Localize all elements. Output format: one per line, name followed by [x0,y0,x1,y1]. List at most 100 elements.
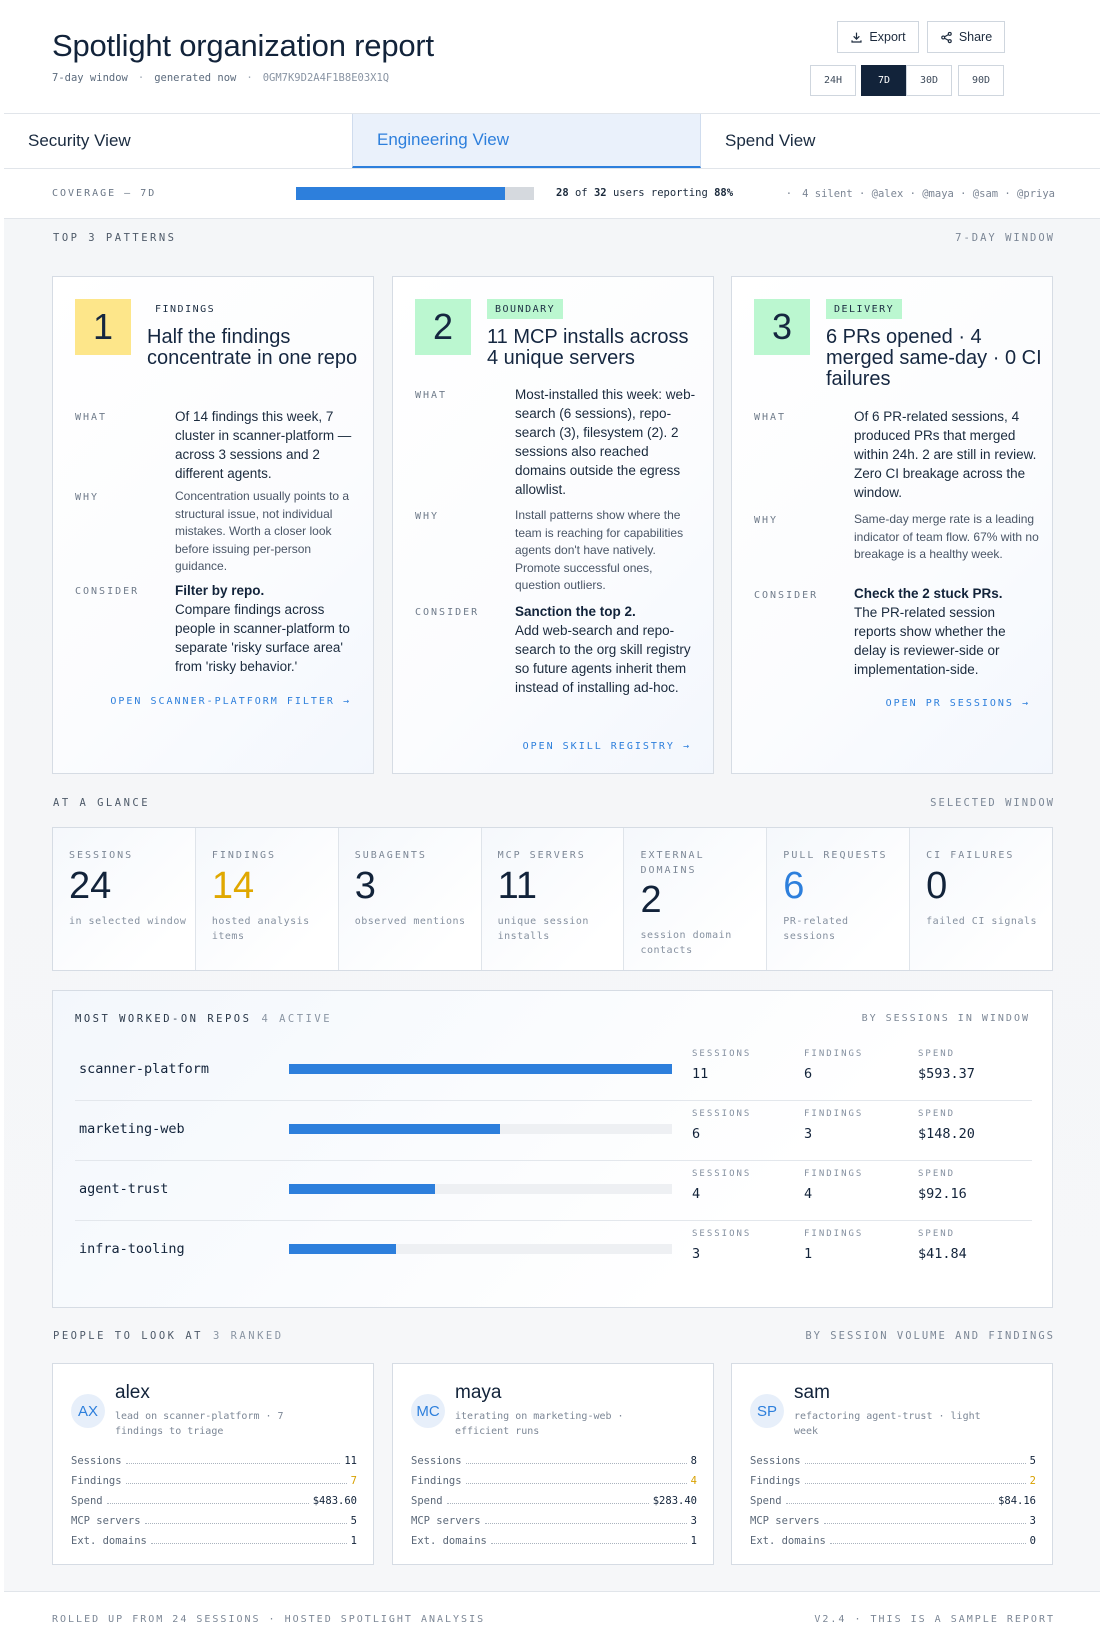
window-7d-button[interactable]: 7D [861,65,907,96]
repos-count: 4 ACTIVE [261,1013,333,1025]
stat-row-label: Findings [411,1475,462,1487]
tab-spend-view[interactable]: Spend View [725,131,816,150]
why-text: Install patterns show where the team is … [515,508,684,592]
coverage-reporting: 28 [556,187,569,199]
stat-row-value: 3 [1029,1515,1036,1527]
stat-value: 2 [640,879,662,921]
stat-desc: failed CI signals [926,916,1038,927]
footer-left: ROLLED UP FROM 24 SESSIONS · HOSTED SPOT… [52,1614,486,1625]
avatar: MC [411,1394,445,1428]
stat-value: 3 [354,865,376,907]
coverage-text-end: users reporting [612,187,708,199]
coverage-bar-row: COVERAGE — 7D 28 of 32 users reporting 8… [4,169,1100,219]
why-label: WHY [415,511,440,522]
patterns-section-right: 7-DAY WINDOW [955,232,1055,244]
repo-findings-cell: FINDINGS 6 [804,1049,863,1082]
person-name: alex [115,1382,150,1403]
stat-desc: in selected window [69,916,187,927]
report-header: Spotlight organization report 7-day wind… [4,0,1100,114]
what-label: WHAT [75,412,108,423]
pattern-tag: FINDINGS [155,303,216,315]
stat-row-label: Spend [71,1495,103,1507]
person-card-alex[interactable]: AX alex lead on scanner-platform · 7 fin… [52,1363,374,1565]
findings-value: 3 [804,1126,813,1142]
sessions-value: 4 [692,1186,701,1202]
pattern-card-3: 3 DELIVERY 6 PRs opened · 4 merged same-… [731,276,1053,774]
stat-desc: unique session installs [497,916,589,942]
generated-text: generated now [154,72,237,84]
tab-engineering-view[interactable]: Engineering View [352,114,701,168]
coverage-progress-fill [296,187,506,200]
person-card-sam[interactable]: SP sam refactoring agent-trust · light w… [731,1363,1053,1565]
stat-row-label: Sessions [411,1455,462,1467]
person-stat-row: MCP servers 3 [750,1511,1036,1527]
pattern-title: Half the findings concentrate in one rep… [147,326,358,369]
spend-header: SPEND [918,1229,956,1239]
repo-row[interactable]: agent-trust SESSIONS 4 FINDINGS 4 SPEND $92… [75,1161,1032,1221]
open-scanner-platform-filter-link[interactable]: OPEN SCANNER-PLATFORM FILTER → [110,696,351,707]
coverage-percent: 88% [714,187,734,199]
stat-row-value: 5 [1029,1455,1036,1467]
repo-sessions-bar-fill [289,1184,435,1194]
person-stat-row: MCP servers 3 [411,1511,697,1527]
repo-row[interactable]: scanner-platform SESSIONS 11 FINDINGS 6 SP… [75,1041,1032,1101]
repo-row[interactable]: marketing-web SESSIONS 6 FINDINGS 3 SPEND $… [75,1101,1032,1161]
stat-row-value: $483.60 [312,1495,357,1507]
stat-ci-failures: CI FAILURES 0 failed CI signals [910,828,1053,970]
stat-row-value: 11 [344,1455,357,1467]
sessions-header: SESSIONS [692,1169,752,1179]
window-30d-button[interactable]: 30D [906,65,952,96]
footer-right: V2.4 · THIS IS A SAMPLE REPORT [814,1614,1055,1625]
repos-label: MOST WORKED-ON REPOS 4 ACTIVE [75,1013,332,1025]
stat-label: SUBAGENTS [354,850,427,861]
repo-spend-cell: SPEND $41.84 [918,1229,967,1262]
person-stat-row: Findings 2 [750,1471,1036,1487]
repo-row[interactable]: infra-tooling SESSIONS 3 FINDINGS 1 SPEND $… [75,1221,1032,1281]
person-card-maya[interactable]: MC maya iterating on marketing-web · eff… [392,1363,714,1565]
glance-stats: SESSIONS 24 in selected window FINDINGS … [52,827,1053,971]
share-button[interactable]: Share [927,21,1005,53]
repo-sessions-bar [289,1184,672,1194]
window-90d-button[interactable]: 90D [958,65,1004,96]
export-button[interactable]: Export [837,21,919,53]
consider-block: Check the 2 stuck PRs. The PR-related ses… [854,584,1040,679]
stat-row-label: Sessions [71,1455,122,1467]
tab-security-view[interactable]: Security View [28,131,131,150]
stat-row-value: 2 [1029,1475,1036,1487]
consider-block: Filter by repo. Compare findings across p… [175,581,361,676]
repo-sessions-cell: SESSIONS 11 [692,1049,751,1082]
person-name: sam [794,1382,830,1403]
stat-row-label: Ext. domains [750,1535,826,1547]
stat-row-value: 0 [1029,1535,1036,1547]
person-stat-row: Findings 4 [411,1471,697,1487]
silent-users-text: 4 silent · @alex · @maya · @sam · @priya [802,188,1055,200]
stat-value: 14 [211,865,255,907]
findings-header: FINDINGS [804,1109,864,1119]
pattern-number: 2 [415,299,471,355]
coverage-progress [296,187,534,200]
stat-label: FINDINGS [211,850,277,861]
open-skill-registry-link[interactable]: OPEN SKILL REGISTRY → [522,741,691,752]
stat-row-value: 8 [690,1455,697,1467]
window-24h-button[interactable]: 24H [810,65,856,96]
repo-spend-cell: SPEND $148.20 [918,1109,975,1142]
sessions-header: SESSIONS [692,1109,752,1119]
pattern-title: 11 MCP installs across 4 unique servers [487,326,689,369]
pattern-title: 6 PRs opened · 4 merged same-day · 0 CI … [826,326,1042,390]
sessions-value: 3 [692,1246,701,1262]
page-title: Spotlight organization report [52,28,434,63]
coverage-total: 32 [593,187,607,199]
person-desc: iterating on marketing-web · efficient r… [455,1411,624,1437]
why-text: Same-day merge rate is a leading indicat… [854,512,1039,561]
pattern-tag: BOUNDARY [487,299,564,319]
repo-name: infra-tooling [79,1241,185,1257]
stat-pull-requests: PULL REQUESTS 6 PR-related sessions [767,828,911,970]
stat-label: CI FAILURES [926,850,1015,861]
coverage-text: 28 of 32 users reporting 88% [556,187,733,199]
stat-subagents: SUBAGENTS 3 observed mentions [338,828,482,970]
download-icon [851,32,862,43]
what-text: Of 14 findings this week, 7 cluster in s… [175,409,352,481]
report-footer: ROLLED UP FROM 24 SESSIONS · HOSTED SPOT… [4,1591,1100,1646]
open-pr-sessions-link[interactable]: OPEN PR SESSIONS → [885,698,1030,709]
repo-sessions-bar-fill [289,1124,500,1134]
